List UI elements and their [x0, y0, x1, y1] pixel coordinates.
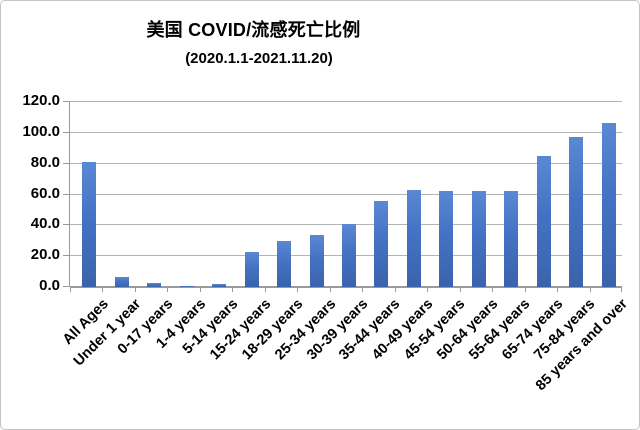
bar [536, 156, 551, 287]
bar [374, 201, 389, 287]
chart-title: 美国 COVID/流感死亡比例 [146, 20, 361, 40]
y-axis-label: 0.0 [39, 277, 60, 294]
bar [244, 251, 259, 287]
y-axis-tick [63, 193, 70, 195]
bar [179, 286, 194, 287]
y-axis-label: 100.0 [22, 122, 60, 140]
y-axis-label: 120.0 [22, 92, 60, 109]
x-axis-tick [362, 287, 364, 292]
y-axis-tick [63, 255, 70, 257]
x-axis-tick [167, 287, 169, 292]
bar [147, 282, 162, 287]
bar [471, 190, 486, 287]
x-axis-tick [621, 287, 622, 292]
bar [504, 190, 519, 287]
gridline [70, 101, 622, 102]
chart-subtitle: (2020.1.1-2021.11.20) [185, 50, 333, 67]
x-axis-tick [199, 287, 201, 292]
y-axis-tick [63, 131, 70, 133]
y-axis-tick [63, 224, 70, 226]
y-axis-tick [63, 286, 70, 287]
x-axis-tick [297, 287, 299, 292]
x-axis-tick [394, 287, 396, 292]
y-axis-label: 60.0 [30, 184, 60, 202]
y-axis-label: 80.0 [30, 153, 60, 171]
x-axis-tick [427, 287, 429, 292]
x-axis-tick [492, 287, 494, 292]
x-axis-tick [459, 287, 461, 292]
x-axis-tick [329, 287, 331, 292]
y-axis-label: 20.0 [30, 246, 60, 264]
bar [342, 223, 356, 287]
bar [406, 189, 421, 287]
bar [277, 240, 292, 287]
bar [114, 277, 129, 287]
x-axis-tick [134, 287, 136, 292]
x-axis-tick [102, 287, 104, 292]
y-axis-tick [63, 162, 70, 164]
x-axis-tick [589, 287, 591, 292]
bar [569, 137, 584, 287]
gridline [70, 193, 622, 195]
x-axis-tick [524, 287, 526, 292]
gridline [70, 162, 622, 164]
bar [439, 191, 454, 287]
bar [601, 122, 616, 287]
x-axis-tick [264, 287, 266, 292]
x-axis-tick [70, 287, 71, 292]
x-axis-tick [232, 287, 234, 292]
bar [82, 161, 97, 287]
bar [212, 284, 227, 287]
x-axis-tick [557, 287, 559, 292]
plot-area: 0.0 20.0 40.0 60.0 80.0 100.0 120.0 All Ages Und… [22, 92, 631, 394]
bar [309, 234, 324, 287]
gridline [70, 131, 622, 133]
y-axis-label: 40.0 [30, 215, 60, 233]
y-axis-tick [63, 101, 70, 102]
